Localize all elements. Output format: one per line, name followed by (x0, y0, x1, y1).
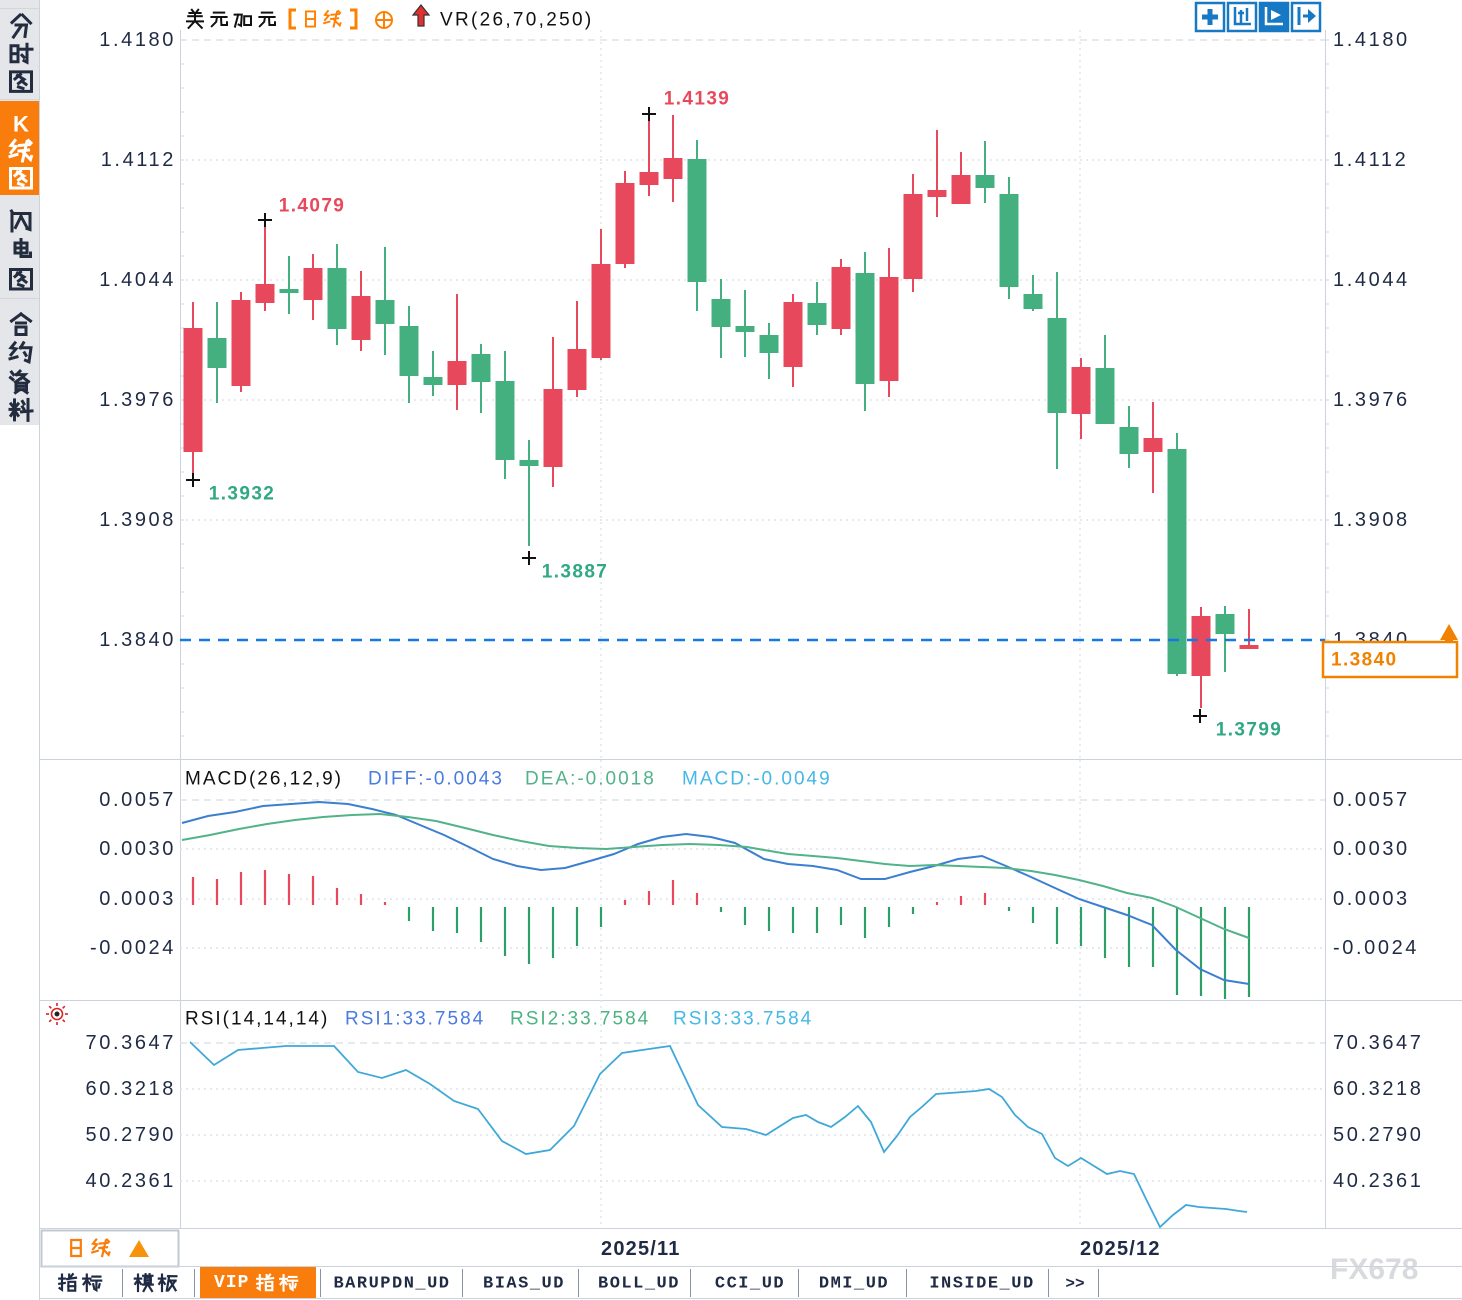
svg-text:50.2790: 50.2790 (86, 1124, 177, 1146)
svg-text:K: K (13, 112, 29, 137)
svg-text:0.0057: 0.0057 (1333, 789, 1410, 811)
svg-text:40.2361: 40.2361 (1333, 1170, 1424, 1192)
svg-text:1.3932: 1.3932 (209, 484, 276, 505)
svg-text:0.0057: 0.0057 (99, 789, 176, 811)
svg-text:1.4139: 1.4139 (664, 89, 731, 110)
svg-text:1.3840: 1.3840 (1331, 650, 1398, 671)
svg-text:CCI_UD: CCI_UD (715, 1275, 785, 1294)
svg-text:60.3218: 60.3218 (86, 1078, 177, 1100)
svg-text:BIAS_UD: BIAS_UD (483, 1275, 565, 1294)
svg-text:1.3840: 1.3840 (99, 629, 176, 651)
svg-text:FX678: FX678 (1330, 1253, 1418, 1286)
svg-text:1.4180: 1.4180 (99, 29, 176, 51)
svg-text:INSIDE_UD: INSIDE_UD (929, 1275, 1034, 1294)
svg-text:1.3887: 1.3887 (542, 562, 609, 583)
svg-text:1.3976: 1.3976 (99, 389, 176, 411)
svg-text:RSI2:33.7584: RSI2:33.7584 (510, 1009, 650, 1030)
svg-text:50.2790: 50.2790 (1333, 1124, 1424, 1146)
svg-text:0.0030: 0.0030 (99, 838, 176, 860)
svg-text:DIFF:-0.0043: DIFF:-0.0043 (368, 769, 504, 790)
svg-text:1.4079: 1.4079 (279, 196, 346, 217)
svg-text:1.4044: 1.4044 (99, 269, 176, 291)
svg-text:1.4112: 1.4112 (101, 149, 176, 171)
svg-text:RSI3:33.7584: RSI3:33.7584 (673, 1009, 813, 1030)
svg-text:1.3908: 1.3908 (99, 509, 176, 531)
svg-text:-0.0024: -0.0024 (90, 937, 176, 959)
svg-text:RSI(14,14,14): RSI(14,14,14) (185, 1009, 329, 1030)
svg-text:BOLL_UD: BOLL_UD (598, 1275, 680, 1294)
svg-text:2025/11: 2025/11 (601, 1238, 681, 1260)
svg-text:VIP: VIP (214, 1273, 249, 1293)
svg-text:2025/12: 2025/12 (1080, 1238, 1161, 1260)
svg-text:70.3647: 70.3647 (1333, 1032, 1424, 1054)
svg-text:1.3908: 1.3908 (1333, 509, 1410, 531)
svg-text:MACD:-0.0049: MACD:-0.0049 (682, 769, 832, 790)
svg-text:1.4044: 1.4044 (1333, 269, 1410, 291)
svg-text:0.0003: 0.0003 (1333, 888, 1410, 910)
svg-text:BARUPDN_UD: BARUPDN_UD (333, 1275, 450, 1294)
svg-text:VR(26,70,250): VR(26,70,250) (440, 10, 593, 31)
svg-text:1.4112: 1.4112 (1333, 149, 1408, 171)
svg-text:1.3976: 1.3976 (1333, 389, 1410, 411)
svg-text:0.0030: 0.0030 (1333, 838, 1410, 860)
svg-text:>>: >> (1065, 1275, 1084, 1293)
svg-text:1.3799: 1.3799 (1216, 720, 1283, 741)
svg-text:70.3647: 70.3647 (86, 1032, 177, 1054)
svg-text:-0.0024: -0.0024 (1333, 937, 1419, 959)
svg-text:0.0003: 0.0003 (99, 888, 176, 910)
svg-text:40.2361: 40.2361 (86, 1170, 177, 1192)
svg-text:1.4180: 1.4180 (1333, 29, 1410, 51)
svg-text:RSI1:33.7584: RSI1:33.7584 (345, 1009, 485, 1030)
svg-text:MACD(26,12,9): MACD(26,12,9) (185, 769, 343, 790)
svg-text:DMI_UD: DMI_UD (819, 1275, 889, 1294)
svg-text:DEA:-0.0018: DEA:-0.0018 (525, 769, 656, 790)
svg-text:60.3218: 60.3218 (1333, 1078, 1424, 1100)
